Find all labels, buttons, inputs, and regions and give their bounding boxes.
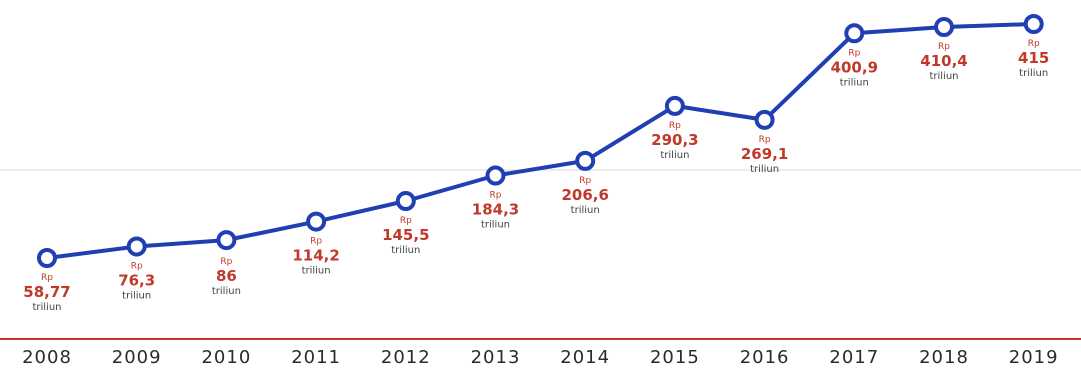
value-prefix: Rp bbox=[490, 191, 502, 201]
data-point-2009 bbox=[126, 236, 147, 257]
data-point-2016 bbox=[754, 109, 775, 130]
value-prefix: Rp bbox=[131, 261, 143, 271]
data-label-2018: 410,4 bbox=[920, 52, 967, 70]
value-prefix: Rp bbox=[579, 176, 591, 186]
x-tick-label-2019: 2019 bbox=[1009, 347, 1059, 368]
x-tick-label-2010: 2010 bbox=[201, 347, 251, 368]
data-label-2014: 206,6 bbox=[561, 186, 608, 204]
data-point-2014 bbox=[575, 150, 596, 171]
value-prefix: Rp bbox=[310, 237, 322, 247]
value-prefix: Rp bbox=[669, 121, 681, 131]
data-label-2019: 415 bbox=[1018, 49, 1049, 67]
data-point-2017 bbox=[844, 23, 865, 44]
value-unit: triliun bbox=[302, 266, 331, 277]
data-label-2009: 76,3 bbox=[118, 271, 155, 289]
data-point-2018 bbox=[934, 17, 954, 38]
data-point-2013 bbox=[485, 165, 506, 186]
value-prefix: Rp bbox=[400, 216, 412, 226]
value-unit: triliun bbox=[122, 290, 151, 301]
data-point-2011 bbox=[306, 211, 327, 232]
x-tick-label-2012: 2012 bbox=[381, 347, 431, 368]
value-unit: triliun bbox=[32, 302, 61, 313]
data-point-2019 bbox=[1023, 14, 1044, 34]
x-tick-label-2011: 2011 bbox=[291, 347, 341, 368]
value-prefix: Rp bbox=[220, 257, 232, 267]
value-unit: triliun bbox=[929, 71, 958, 82]
x-tick-label-2009: 2009 bbox=[112, 347, 162, 368]
value-unit: triliun bbox=[1019, 68, 1048, 79]
data-label-2015: 290,3 bbox=[651, 131, 698, 149]
data-label-2010: 86 bbox=[216, 267, 237, 285]
data-label-2011: 114,2 bbox=[292, 247, 339, 265]
value-unit: triliun bbox=[750, 164, 779, 175]
value-prefix: Rp bbox=[848, 48, 860, 58]
x-tick-label-2015: 2015 bbox=[650, 347, 700, 368]
value-prefix: Rp bbox=[759, 135, 771, 145]
value-prefix: Rp bbox=[938, 42, 950, 52]
x-tick-label-2016: 2016 bbox=[740, 347, 790, 368]
value-prefix: Rp bbox=[1028, 39, 1040, 49]
data-label-2013: 184,3 bbox=[472, 201, 519, 219]
x-tick-label-2013: 2013 bbox=[471, 347, 521, 368]
value-prefix: Rp bbox=[41, 273, 53, 283]
data-label-2016: 269,1 bbox=[741, 145, 788, 163]
x-tick-label-2017: 2017 bbox=[829, 347, 879, 368]
data-point-2008 bbox=[37, 248, 57, 268]
data-label-2012: 145,5 bbox=[382, 226, 429, 244]
value-unit: triliun bbox=[212, 286, 241, 297]
value-unit: triliun bbox=[840, 77, 869, 88]
data-point-2012 bbox=[395, 191, 416, 212]
value-unit: triliun bbox=[571, 205, 600, 216]
series-line bbox=[46, 22, 1034, 260]
x-tick-label-2018: 2018 bbox=[919, 347, 969, 368]
data-label-2008: 58,77 bbox=[23, 283, 70, 301]
data-point-2010 bbox=[216, 230, 237, 251]
value-unit: triliun bbox=[481, 220, 510, 231]
data-point-2015 bbox=[664, 95, 685, 116]
x-tick-label-2014: 2014 bbox=[560, 347, 610, 368]
data-label-2017: 400,9 bbox=[831, 58, 878, 76]
value-unit: triliun bbox=[391, 245, 420, 256]
value-unit: triliun bbox=[660, 150, 689, 161]
x-tick-label-2008: 2008 bbox=[22, 347, 72, 368]
